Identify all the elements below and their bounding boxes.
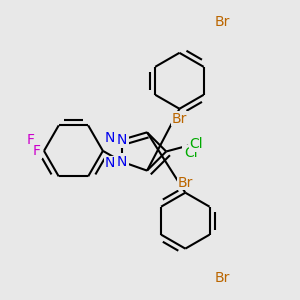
Text: F: F	[27, 133, 35, 147]
Text: Cl: Cl	[190, 137, 203, 151]
Text: Cl: Cl	[184, 146, 197, 160]
Text: N: N	[104, 156, 115, 170]
Text: Br: Br	[214, 15, 230, 29]
Text: F: F	[33, 144, 41, 158]
Text: N: N	[104, 131, 115, 145]
Text: Br: Br	[178, 176, 193, 190]
Text: Br: Br	[172, 112, 187, 126]
Text: Br: Br	[214, 271, 230, 285]
Text: N: N	[117, 155, 127, 169]
Text: N: N	[117, 133, 127, 147]
